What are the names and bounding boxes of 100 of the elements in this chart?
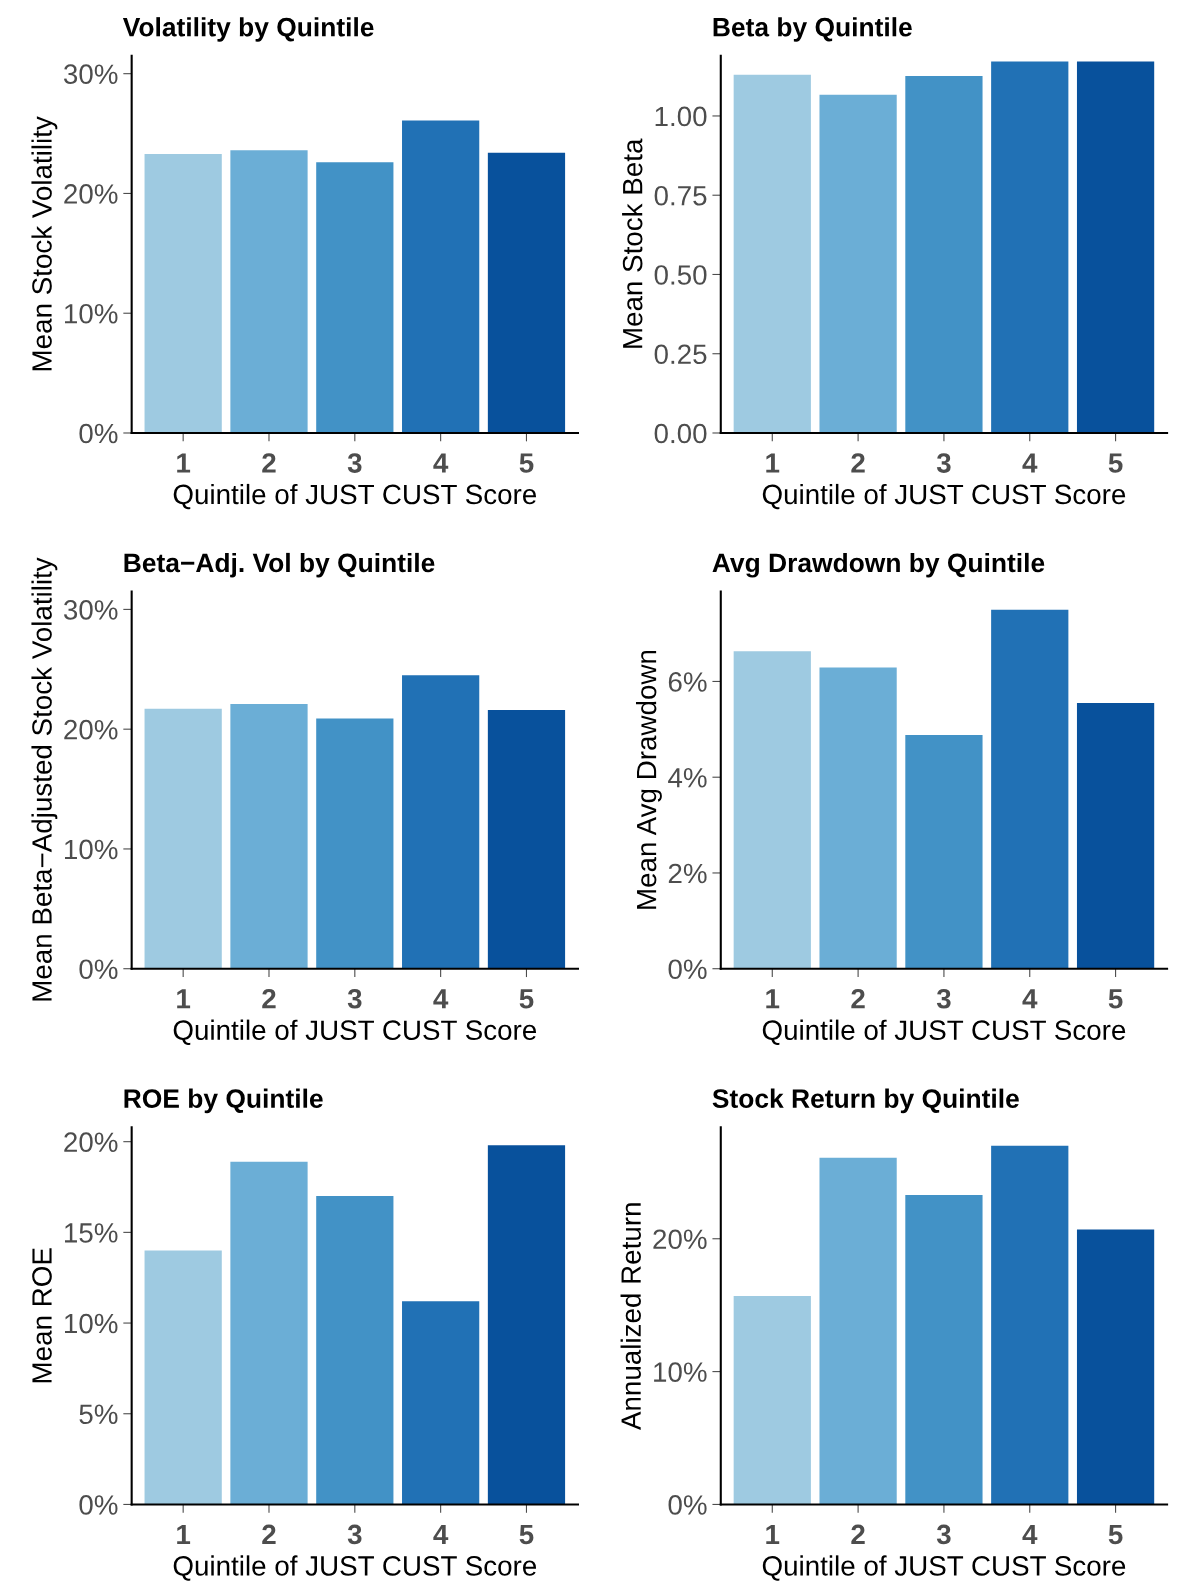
bar <box>402 1301 480 1505</box>
x-tick-label: 1 <box>766 1524 780 1545</box>
bar <box>230 150 308 433</box>
bar <box>316 718 394 969</box>
y-axis-title: Mean ROE <box>32 1248 52 1383</box>
bar <box>991 609 1069 969</box>
bar <box>1076 61 1155 433</box>
bar <box>487 710 566 969</box>
chart-title: Volatility by Quintile <box>122 17 374 42</box>
x-axis-title: Quintile of JUST CUST Score <box>762 1555 1126 1581</box>
x-axis-title: Quintile of JUST CUST Score <box>762 483 1126 510</box>
x-tick-label: 2 <box>851 988 865 1009</box>
bar <box>1076 1229 1155 1505</box>
x-tick-label: 1 <box>177 1524 191 1545</box>
bar <box>905 1194 983 1505</box>
x-tick-label: 5 <box>519 989 534 1009</box>
bar <box>905 76 983 433</box>
y-tick-label: 0% <box>79 959 118 980</box>
bar <box>819 1157 897 1505</box>
bar <box>144 708 222 969</box>
bar <box>905 735 983 969</box>
x-tick-label: 4 <box>1022 989 1038 1009</box>
y-axis-title: Mean Beta−Adjusted Stock Volatility <box>31 557 58 1001</box>
y-tick-label: 20% <box>64 719 118 740</box>
x-tick-label: 1 <box>766 989 780 1009</box>
y-tick-label: 30% <box>63 600 118 620</box>
bar <box>230 704 308 969</box>
bar <box>991 61 1069 433</box>
y-tick-label: 6% <box>668 672 707 692</box>
x-tick-label: 1 <box>766 453 780 473</box>
x-tick-label: 3 <box>936 1524 951 1545</box>
y-tick-label: 0% <box>668 1495 707 1515</box>
y-tick-label: 20% <box>64 184 118 204</box>
y-tick-label: 15% <box>65 1223 118 1243</box>
x-tick-label: 5 <box>1108 989 1123 1009</box>
x-tick-label: 2 <box>262 988 276 1009</box>
x-tick-label: 3 <box>347 988 362 1009</box>
x-tick-label: 4 <box>433 453 449 473</box>
x-tick-label: 5 <box>519 453 534 473</box>
x-tick-label: 2 <box>851 453 865 473</box>
y-tick-label: 30% <box>63 64 118 85</box>
x-axis-title: Quintile of JUST CUST Score <box>173 1555 537 1581</box>
y-tick-label: 0.50 <box>654 265 707 285</box>
x-tick-label: 5 <box>1108 453 1123 473</box>
bar <box>230 1161 308 1505</box>
y-axis-title: Mean Stock Volatility <box>31 116 58 371</box>
y-tick-label: 10% <box>65 303 118 324</box>
x-tick-label: 2 <box>262 453 276 473</box>
bar <box>402 675 480 969</box>
y-tick-label: 2% <box>668 863 707 884</box>
bar <box>733 651 811 969</box>
y-tick-label: 0% <box>668 959 707 980</box>
chart-title: ROE by Quintile <box>124 1088 323 1114</box>
x-axis-title: Quintile of JUST CUST Score <box>173 483 537 510</box>
x-tick-label: 4 <box>1022 1524 1038 1545</box>
bar <box>144 1250 222 1505</box>
y-tick-label: 0.75 <box>654 185 707 206</box>
bar <box>402 120 480 433</box>
x-tick-label: 4 <box>1022 453 1038 473</box>
y-tick-label: 10% <box>654 1362 707 1382</box>
x-tick-label: 1 <box>177 989 191 1009</box>
y-tick-label: 0.25 <box>654 344 707 365</box>
y-tick-label: 0% <box>79 423 118 444</box>
x-tick-label: 5 <box>519 1524 534 1545</box>
y-tick-label: 5% <box>79 1404 118 1425</box>
chart-title: Beta−Adj. Vol by Quintile <box>124 552 435 578</box>
x-tick-label: 1 <box>177 453 191 473</box>
x-tick-label: 4 <box>433 1524 449 1545</box>
x-tick-label: 2 <box>851 1524 865 1545</box>
x-tick-label: 5 <box>1108 1524 1123 1545</box>
x-tick-label: 2 <box>262 1524 276 1545</box>
y-tick-label: 20% <box>64 1132 118 1153</box>
y-tick-label: 20% <box>653 1229 707 1250</box>
chart-title: Avg Drawdown by Quintile <box>712 552 1045 578</box>
chart-title: Stock Return by Quintile <box>712 1088 1019 1114</box>
x-tick-label: 3 <box>936 988 951 1009</box>
bar <box>144 153 222 433</box>
y-axis-title: Mean Stock Beta <box>622 138 643 348</box>
x-tick-label: 3 <box>347 1524 362 1545</box>
y-tick-label: 4% <box>668 768 707 788</box>
bar <box>487 152 566 433</box>
x-tick-label: 3 <box>936 453 951 473</box>
x-tick-label: 3 <box>347 453 362 473</box>
bar <box>487 1145 566 1505</box>
y-tick-label: 0.00 <box>654 423 707 444</box>
y-tick-label: 0% <box>79 1495 118 1515</box>
y-tick-label: 10% <box>65 1313 118 1334</box>
bar <box>316 162 394 433</box>
x-tick-label: 4 <box>433 989 449 1009</box>
bar <box>1076 703 1155 969</box>
bar <box>819 94 897 433</box>
bar <box>316 1196 394 1505</box>
chart-title: Beta by Quintile <box>713 17 912 42</box>
bar <box>733 1295 811 1505</box>
y-axis-title: Annualized Return <box>620 1203 641 1431</box>
y-axis-title: Mean Avg Drawdown <box>635 650 662 909</box>
y-tick-label: 1.00 <box>655 106 707 127</box>
bar <box>733 74 811 433</box>
y-tick-label: 10% <box>65 839 118 860</box>
x-axis-title: Quintile of JUST CUST Score <box>762 1019 1126 1045</box>
